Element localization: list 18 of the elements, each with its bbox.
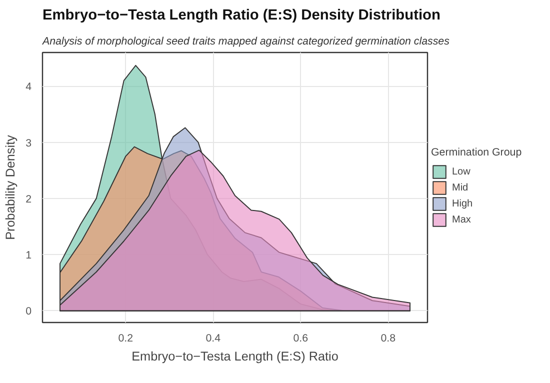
x-tick-label: 0.8 <box>380 332 396 344</box>
x-tick-label: 0.4 <box>206 332 221 344</box>
x-tick-label: 0.6 <box>293 332 308 344</box>
chart-title: Embryo−to−Testa Length Ratio (E:S) Density Distribution <box>42 8 440 24</box>
y-tick-label: 0 <box>26 306 32 318</box>
legend-label: High <box>452 198 473 209</box>
x-axis-title: Embryo−to−Testa Length (E:S) Ratio <box>132 350 338 364</box>
y-axis-title: Probability Density <box>4 134 18 240</box>
y-tick-label: 2 <box>26 193 32 206</box>
legend-title: Germination Group <box>431 146 522 158</box>
legend-label: Low <box>452 166 472 177</box>
y-tick-label: 3 <box>26 137 32 150</box>
legend-label: Mid <box>452 182 470 193</box>
legend-label: Max <box>452 214 472 225</box>
x-tick-label: 0.2 <box>118 332 134 344</box>
chart-subtitle: Analysis of morphological seed traits mapped against categorized germination classes <box>42 36 450 48</box>
y-tick-label: 4 <box>26 81 32 94</box>
y-tick-label: 1 <box>26 250 32 262</box>
